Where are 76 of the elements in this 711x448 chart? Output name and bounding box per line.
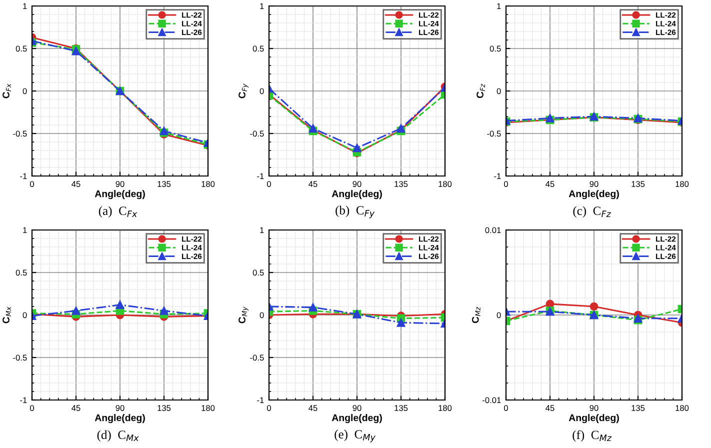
y-axis-title: C$_{Fy}$ [238,84,248,98]
text: (a) C$_{Fx}$ [98,206,138,218]
y-tick-label: -1 [494,173,501,180]
x-axis-title: Angle(deg) [94,414,145,424]
x-tick-label: 90 [352,405,362,411]
x-tick-label: 180 [438,181,452,187]
x-tick-label: 180 [676,405,689,411]
y-axis-title: C$_{Fz}$ [476,84,485,98]
x-tick-label: 45 [72,181,80,187]
y-tick-label: 1 [23,227,27,234]
x-axis-title: Angle(deg) [332,190,382,200]
x-tick-label: 135 [158,181,171,187]
x-axis-title: Angle(deg) [568,414,619,424]
y-axis-title: C$_{Mz}$ [472,306,480,324]
y-tick-label: 0 [22,312,27,318]
text: (f) C$_{Mz}$ [572,430,612,442]
y-tick-label: 1 [260,3,264,10]
x-tick-label: 90 [116,405,124,411]
y-tick-label: -1 [20,397,27,404]
x-tick-label: 180 [676,181,689,187]
x-tick-label: 0 [267,181,271,187]
x-tick-label: 45 [308,405,318,411]
x-tick-label: 0 [30,181,34,187]
x-tick-label: 90 [116,181,124,187]
y-tick-label: -0.5 [13,354,27,361]
y-axis-title: C$_{My}$ [238,306,248,324]
x-tick-label: 0 [267,405,271,411]
x-tick-label: 90 [590,405,598,411]
y-tick-label: -0.5 [250,354,264,361]
y-tick-label: 0 [496,312,501,318]
y-tick-label: -1 [257,173,264,180]
x-tick-label: 90 [352,181,362,187]
x-tick-label: 135 [632,181,645,187]
text: (b) C$_{Fy}$ [336,206,375,218]
x-tick-label: 45 [72,405,80,411]
x-tick-label: 180 [202,181,215,187]
y-tick-label: -0.5 [250,130,264,137]
y-tick-label: 1 [23,3,27,10]
y-axis-title: C$_{Mx}$ [2,306,11,324]
x-tick-label: 135 [394,405,408,411]
x-tick-label: 135 [632,405,645,411]
x-tick-label: 45 [546,181,554,187]
y-tick-label: 0.5 [252,270,264,276]
x-axis-title: Angle(deg) [568,190,619,200]
y-tick-label: 0.5 [490,46,501,52]
y-tick-label: 0 [496,88,501,94]
x-tick-label: 45 [546,405,554,411]
x-tick-label: 0 [504,405,508,411]
y-tick-label: -0.01 [482,397,501,404]
x-tick-label: 45 [308,181,318,187]
y-tick-label: -0.5 [487,130,501,137]
x-tick-label: 180 [202,405,215,411]
y-tick-label: 0.5 [16,270,27,276]
x-tick-label: 135 [158,405,171,411]
x-tick-label: 180 [438,405,452,411]
y-tick-label: 0.5 [16,46,27,52]
y-tick-label: -0.5 [13,130,27,137]
y-tick-label: 1 [260,227,264,234]
x-tick-label: 0 [30,405,34,411]
y-tick-label: 1 [497,3,501,10]
y-tick-label: -1 [20,173,27,180]
x-tick-label: 0 [504,181,508,187]
x-tick-label: 135 [394,181,408,187]
x-axis-title: Angle(deg) [332,414,382,424]
text: (d) C$_{Mx}$ [97,430,139,442]
y-tick-label: 0 [260,312,264,318]
y-tick-label: -1 [257,397,264,404]
y-axis-title: C$_{Fx}$ [2,84,11,98]
y-tick-label: 0.01 [485,227,501,234]
y-tick-label: 0.5 [252,46,264,52]
y-tick-label: 0 [260,88,264,94]
x-tick-label: 90 [590,181,598,187]
x-axis-title: Angle(deg) [94,190,145,200]
y-tick-label: 0 [22,88,27,94]
text: (c) C$_{Fz}$ [573,206,612,218]
text: (e) C$_{My}$ [334,430,376,442]
